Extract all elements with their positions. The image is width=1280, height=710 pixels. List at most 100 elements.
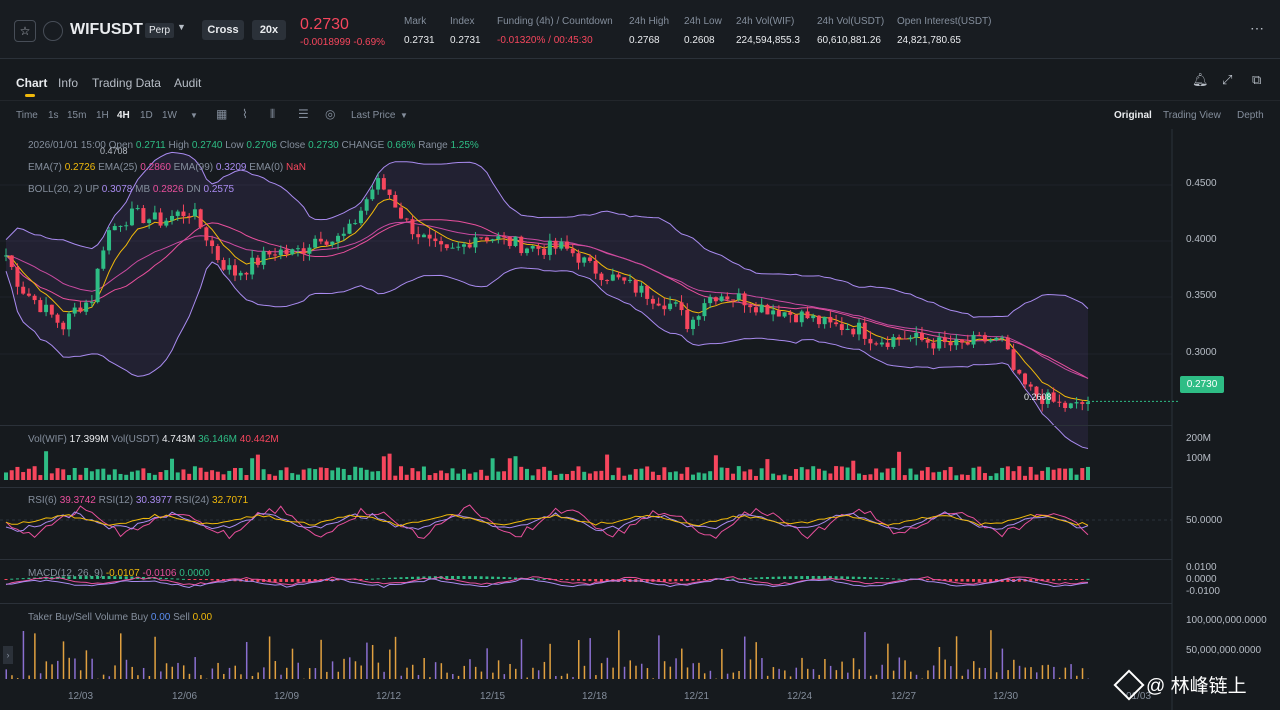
price-chart-svg[interactable]: [0, 129, 1280, 710]
candle-body: [393, 194, 398, 208]
taker-volume-bar: [331, 661, 334, 679]
volume-bar: [587, 473, 592, 480]
view-trading-view[interactable]: Trading View: [1163, 110, 1221, 121]
macd-histogram-bar: [863, 577, 867, 579]
taker-volume-bar: [463, 665, 465, 679]
symbol-name[interactable]: WIFUSDT: [70, 21, 143, 38]
candle-body: [9, 255, 14, 268]
symbol-dropdown-icon[interactable]: ▼: [177, 22, 186, 32]
macd-histogram-bar: [1040, 579, 1044, 582]
volume-bar: [267, 474, 272, 480]
volume-bar: [857, 473, 862, 480]
price-type-select[interactable]: Last Price: [351, 110, 396, 121]
stat-6: 24h Vol(USDT) 60,610,881.26: [817, 16, 884, 46]
macd-histogram-bar: [267, 579, 271, 582]
interval-1d[interactable]: 1D: [140, 110, 153, 121]
volume-bar: [748, 469, 753, 480]
taker-volume-bar: [154, 636, 156, 679]
interval-4h[interactable]: 4H: [117, 110, 130, 121]
collapse-panel-icon[interactable]: ›: [3, 646, 13, 664]
macd-histogram-bar: [462, 576, 466, 579]
taker-volume-bar: [469, 659, 471, 679]
candle-body: [78, 307, 83, 312]
time-label[interactable]: Time: [16, 110, 38, 121]
macd-histogram-bar: [874, 577, 878, 579]
taker-volume-bar: [566, 673, 569, 679]
taker-volume-bar: [360, 665, 362, 679]
taker-volume-bar: [881, 664, 883, 679]
view-original[interactable]: Original: [1114, 110, 1152, 121]
interval-15m[interactable]: 15m: [67, 110, 87, 121]
target-icon[interactable]: ◎: [325, 107, 336, 121]
candle-body: [753, 307, 758, 313]
alert-bell-icon[interactable]: 🔔︎: [1192, 72, 1209, 87]
expand-icon[interactable]: ⤢: [1222, 72, 1233, 87]
popout-icon[interactable]: ⧉: [1252, 72, 1262, 87]
interval-dropdown-icon[interactable]: ▼: [190, 111, 198, 120]
calendar-icon[interactable]: ▦: [216, 107, 228, 121]
candle-body: [456, 246, 461, 248]
settings-list-icon[interactable]: ☰: [298, 107, 309, 121]
open-value: 0.2711: [135, 140, 166, 151]
candle-body: [141, 208, 146, 224]
candle-body: [713, 297, 718, 302]
boll-mb-value: 0.2826: [152, 184, 184, 195]
candle-body: [645, 285, 650, 299]
candle-body: [238, 272, 243, 276]
volume-bar: [295, 474, 300, 480]
indicators-icon[interactable]: ⌇: [242, 107, 248, 121]
open-label: Open: [108, 140, 134, 151]
candle-body: [776, 310, 781, 317]
low-value: 0.2706: [246, 140, 277, 151]
macd-histogram-bar: [926, 579, 930, 581]
volume-bar: [456, 473, 461, 480]
price-type-dropdown-icon[interactable]: ▼: [400, 111, 408, 120]
volume-bar: [839, 466, 844, 480]
volume-bar: [605, 454, 610, 480]
tab-chart[interactable]: Chart: [16, 76, 48, 90]
macd-histogram-bar: [61, 576, 65, 579]
taker-volume-bar: [927, 670, 929, 679]
margin-mode-button[interactable]: Cross: [202, 20, 244, 40]
tab-info[interactable]: Info: [58, 76, 79, 90]
taker-volume-bar: [257, 672, 259, 679]
stat-value: 0.2731: [450, 35, 481, 46]
chart-type-icon[interactable]: ⫴: [270, 107, 276, 121]
tab-trading-data[interactable]: Trading Data: [92, 76, 161, 90]
candle-body: [301, 248, 306, 254]
leverage-button[interactable]: 20x: [252, 20, 286, 40]
stat-label: 24h Vol(WIF): [736, 16, 795, 27]
taker-volume-bar: [400, 675, 403, 679]
volume-bar: [650, 471, 655, 480]
macd-histogram-bar: [725, 578, 729, 580]
stat-label: Open Interest(USDT): [897, 16, 992, 27]
volume-bar: [72, 468, 77, 480]
volume-bar: [994, 473, 999, 480]
candle-body: [255, 257, 260, 265]
macd-histogram-bar: [565, 579, 569, 581]
vol-ma1-value: 36.146M: [198, 434, 238, 445]
taker-volume-bar: [681, 648, 683, 679]
more-options-icon[interactable]: ⋯: [1250, 20, 1264, 36]
tab-audit[interactable]: Audit: [174, 76, 202, 90]
macd-histogram-bar: [479, 576, 483, 579]
taker-volume-bar: [789, 676, 792, 679]
volume-bar: [238, 468, 243, 480]
favorite-star-icon[interactable]: ☆: [14, 20, 36, 42]
chart-area[interactable]: 2026/01/01 15:00 Open 0.2711 High 0.2740…: [0, 129, 1280, 710]
taker-volume-bar: [1035, 672, 1038, 679]
candle-body: [15, 267, 20, 287]
candle-body: [513, 236, 518, 247]
interval-1s[interactable]: 1s: [48, 110, 59, 121]
macd-histogram-bar: [880, 577, 884, 579]
candle-body: [181, 211, 186, 217]
interval-1h[interactable]: 1H: [96, 110, 109, 121]
candle-body: [811, 315, 816, 319]
rsi6-label: RSI(6): [28, 495, 57, 506]
candle-body: [891, 337, 896, 347]
interval-1w[interactable]: 1W: [162, 110, 177, 121]
candle-body: [502, 236, 507, 238]
taker-volume-bar: [148, 675, 151, 679]
view-depth[interactable]: Depth: [1237, 110, 1264, 121]
macd-histogram-bar: [576, 579, 580, 581]
